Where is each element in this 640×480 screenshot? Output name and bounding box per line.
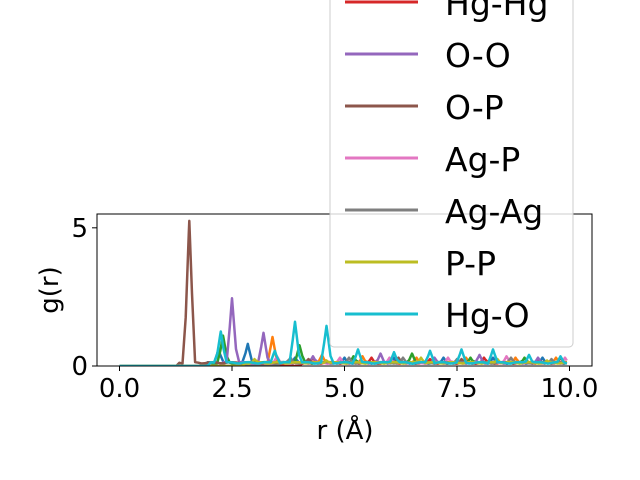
series-line-10	[119, 320, 568, 366]
legend-label: Ag-Ag	[445, 192, 543, 231]
series-line-8	[119, 356, 568, 366]
legend-box	[329, 0, 574, 348]
legend-label: Hg-O	[445, 296, 530, 335]
legend-label: Ag-P	[445, 140, 520, 179]
y-axis-label: g(r)	[35, 266, 65, 313]
x-tick-label: 7.5	[436, 374, 477, 404]
legend: Hg-Hg O-O O-P Ag-P Ag-Ag P-P Hg-O	[329, 0, 574, 348]
legend-label: Hg-Hg	[445, 0, 548, 23]
plot-area	[119, 219, 568, 366]
y-tick-label: 0	[71, 352, 88, 382]
y-tick-label: 5	[71, 214, 88, 244]
x-tick-label: 0.0	[99, 374, 140, 404]
series-line-1	[119, 342, 567, 366]
legend-label: O-P	[445, 88, 504, 127]
x-tick-label: 5.0	[324, 374, 365, 404]
x-tick-label: 10.0	[541, 374, 599, 404]
legend-label: O-O	[445, 36, 511, 75]
x-axis-label: r (Å)	[316, 414, 373, 446]
axes: 0.0 2.5 5.0 7.5 10.0 0 5	[71, 213, 599, 404]
legend-label: P-P	[445, 244, 496, 283]
x-tick-label: 2.5	[211, 374, 252, 404]
